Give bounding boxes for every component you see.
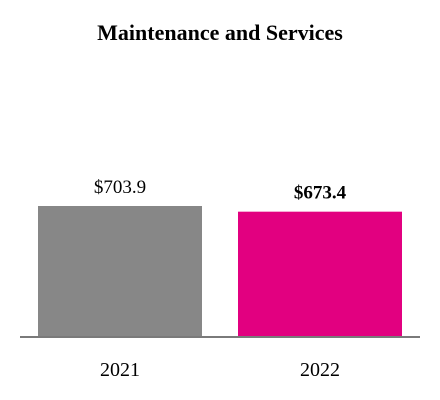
x-tick-label-2021: 2021 (100, 359, 140, 381)
x-tick-label-2022: 2022 (300, 359, 340, 381)
data-label-2021: $703.9 (94, 177, 146, 198)
bar-2022 (238, 211, 402, 337)
bar-2021 (38, 206, 202, 337)
chart-title: Maintenance and Services (97, 20, 343, 45)
bars-group (38, 206, 402, 337)
data-label-2022: $673.4 (294, 183, 347, 204)
labels-group: $703.9 2021 $673.4 2022 (94, 177, 347, 381)
